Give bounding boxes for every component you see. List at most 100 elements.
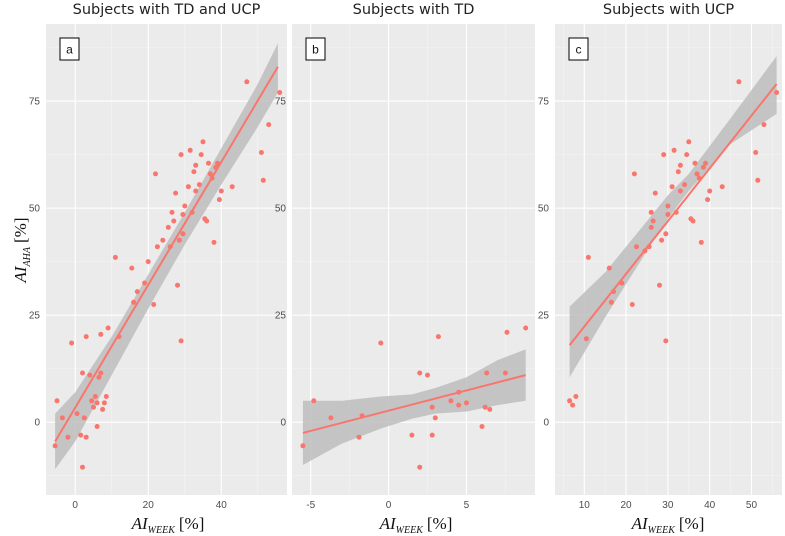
data-point [634, 244, 639, 250]
x-tick-label: 0 [386, 500, 392, 511]
data-point [663, 338, 669, 344]
data-point [663, 231, 669, 237]
data-point [54, 398, 60, 404]
data-point [698, 239, 704, 245]
x-tick-label: 10 [579, 500, 591, 511]
y-tick-label: 25 [29, 311, 41, 322]
data-point [409, 432, 415, 438]
data-point [83, 434, 89, 440]
data-point [65, 434, 71, 440]
data-point [694, 171, 700, 177]
data-point [178, 338, 184, 344]
data-point [94, 424, 100, 429]
data-point [631, 171, 637, 177]
panel-title: Subjects with UCP [603, 2, 734, 18]
y-tick-label: 0 [280, 418, 286, 429]
x-tick-label: 40 [704, 500, 716, 511]
data-point [129, 265, 135, 271]
data-point [154, 244, 160, 250]
panel-title: Subjects with TD [353, 2, 475, 18]
data-point [78, 432, 84, 438]
data-point [180, 231, 186, 237]
y-tick-label: 75 [538, 97, 550, 108]
data-point [169, 209, 175, 215]
data-point [700, 164, 706, 170]
data-point [100, 406, 106, 412]
data-point [165, 224, 171, 230]
data-point [198, 152, 204, 158]
panel-tag: b [312, 43, 319, 57]
x-tick-label: 40 [216, 500, 228, 511]
regression-line [54, 66, 279, 442]
data-point [185, 184, 191, 190]
data-point [260, 177, 266, 183]
data-point [359, 413, 365, 419]
data-point [98, 331, 104, 337]
data-point [180, 212, 186, 217]
data-point [216, 197, 222, 203]
data-point [659, 237, 665, 243]
data-point [696, 175, 702, 181]
x-tick-label: 30 [662, 500, 674, 511]
data-point [484, 370, 490, 376]
data-point [80, 370, 85, 376]
data-point [229, 184, 235, 190]
data-point [417, 370, 423, 376]
data-point [487, 406, 493, 412]
y-tick-label: 50 [29, 204, 41, 215]
data-point [91, 404, 96, 410]
data-point [650, 218, 656, 224]
data-point [479, 424, 485, 429]
data-point [502, 370, 508, 376]
confidence-ribbon [569, 56, 777, 378]
data-point [193, 162, 199, 168]
data-point [648, 209, 654, 215]
y-axis-label: AIAHA[%] [11, 218, 33, 284]
panel-tag-box [568, 37, 589, 61]
data-point [673, 209, 679, 215]
y-tick-label: 75 [275, 97, 287, 108]
x-tick-label: 20 [621, 500, 633, 511]
data-point [182, 203, 188, 209]
data-point [677, 188, 683, 194]
data-point [311, 398, 317, 404]
data-point [103, 394, 109, 399]
data-point [583, 336, 589, 342]
data-point [665, 212, 671, 217]
data-point [191, 169, 197, 175]
data-point [719, 184, 725, 190]
data-point [646, 244, 652, 250]
data-point [665, 203, 671, 209]
data-point [456, 389, 462, 395]
data-point [112, 254, 118, 260]
panel-a-td-and-ucp: 0 20 40 0 25 50 75 Subjects with TD and UCP a [29, 2, 287, 511]
data-point [611, 289, 616, 295]
confidence-ribbon [55, 43, 278, 470]
data-point [116, 334, 122, 340]
data-point [209, 175, 215, 181]
regression-line [302, 374, 526, 434]
data-point [684, 152, 690, 158]
data-point [774, 90, 780, 95]
data-point [266, 122, 272, 128]
data-point [175, 282, 180, 288]
data-point [80, 464, 85, 470]
data-point [686, 139, 692, 145]
data-point [456, 402, 462, 408]
data-point [277, 90, 283, 95]
data-point [193, 188, 199, 194]
data-point [606, 265, 612, 271]
data-point [59, 415, 65, 421]
data-point [652, 190, 658, 196]
data-point [523, 325, 529, 331]
panel-tag: a [66, 43, 73, 57]
x-axis-label-a: AIWEEK [%] [131, 514, 205, 536]
y-tick-label: 25 [275, 311, 287, 322]
data-point [753, 150, 759, 155]
data-point [87, 372, 93, 378]
data-point [153, 171, 158, 177]
data-point [300, 443, 306, 449]
data-point [328, 415, 334, 421]
data-point [648, 224, 654, 230]
